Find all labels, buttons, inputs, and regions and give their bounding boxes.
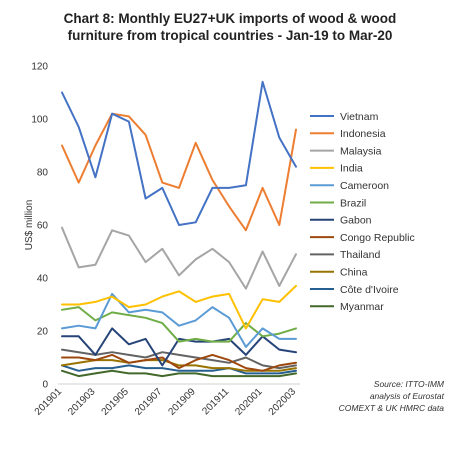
x-tick-label: 201909 <box>166 386 198 418</box>
legend-label-cameroon: Cameroon <box>340 180 389 192</box>
x-tick-label: 201901 <box>33 386 65 418</box>
x-tick-label: 202001 <box>233 386 265 418</box>
y-tick-label: 60 <box>37 221 49 232</box>
series-line-c-te-d-ivoire <box>61 364 297 375</box>
y-tick-label: 100 <box>31 115 48 126</box>
legend-label-india: India <box>340 163 363 175</box>
series-line-gabon <box>61 327 297 367</box>
x-tick-label: 201907 <box>133 386 165 418</box>
legend-label-indonesia: Indonesia <box>340 128 386 140</box>
chart-title-line-2: furniture from tropical countries - Jan-… <box>67 28 393 43</box>
series-line-vietnam <box>61 80 297 226</box>
y-tick-label: 0 <box>42 380 48 391</box>
x-tick-label: 201905 <box>100 386 132 418</box>
y-tick-label: 120 <box>31 62 48 73</box>
legend-label-congo-republic: Congo Republic <box>340 232 415 244</box>
legend-label-vietnam: Vietnam <box>340 111 379 123</box>
series-line-congo-republic <box>61 353 297 372</box>
series-line-thailand <box>61 348 297 370</box>
series-line-malaysia <box>61 226 297 290</box>
chart-title: Chart 8: Monthly EU27+UK imports of wood… <box>40 10 420 44</box>
x-tick-label: 201903 <box>66 386 98 418</box>
x-tick-label: 201911 <box>200 386 231 417</box>
y-tick-label: 80 <box>37 168 49 179</box>
legend-label-myanmar: Myanmar <box>340 301 384 313</box>
x-tick-label: 202003 <box>267 386 299 418</box>
y-tick-label: 20 <box>37 327 49 338</box>
series-line-indonesia <box>61 112 297 232</box>
legend-label-c-te-d-ivoire: Côte d'Ivoire <box>340 284 399 296</box>
source-note-line: COMEXT & UK HMRC data <box>339 403 445 413</box>
series-line-india <box>61 284 297 330</box>
series-line-cameroon <box>61 292 297 348</box>
y-axis-title: US$ million <box>24 200 35 251</box>
legend-label-malaysia: Malaysia <box>340 145 382 157</box>
source-note-line: Source: ITTO-IMM <box>374 379 445 389</box>
y-tick-label: 40 <box>37 274 49 285</box>
legend-label-china: China <box>340 267 368 279</box>
legend-label-thailand: Thailand <box>340 249 380 261</box>
legend-label-gabon: Gabon <box>340 215 372 227</box>
chart-title-line-1: Chart 8: Monthly EU27+UK imports of wood… <box>63 11 397 26</box>
series-line-myanmar <box>61 369 297 378</box>
source-note-line: analysis of Eurostat <box>370 391 445 401</box>
legend-label-brazil: Brazil <box>340 197 366 209</box>
